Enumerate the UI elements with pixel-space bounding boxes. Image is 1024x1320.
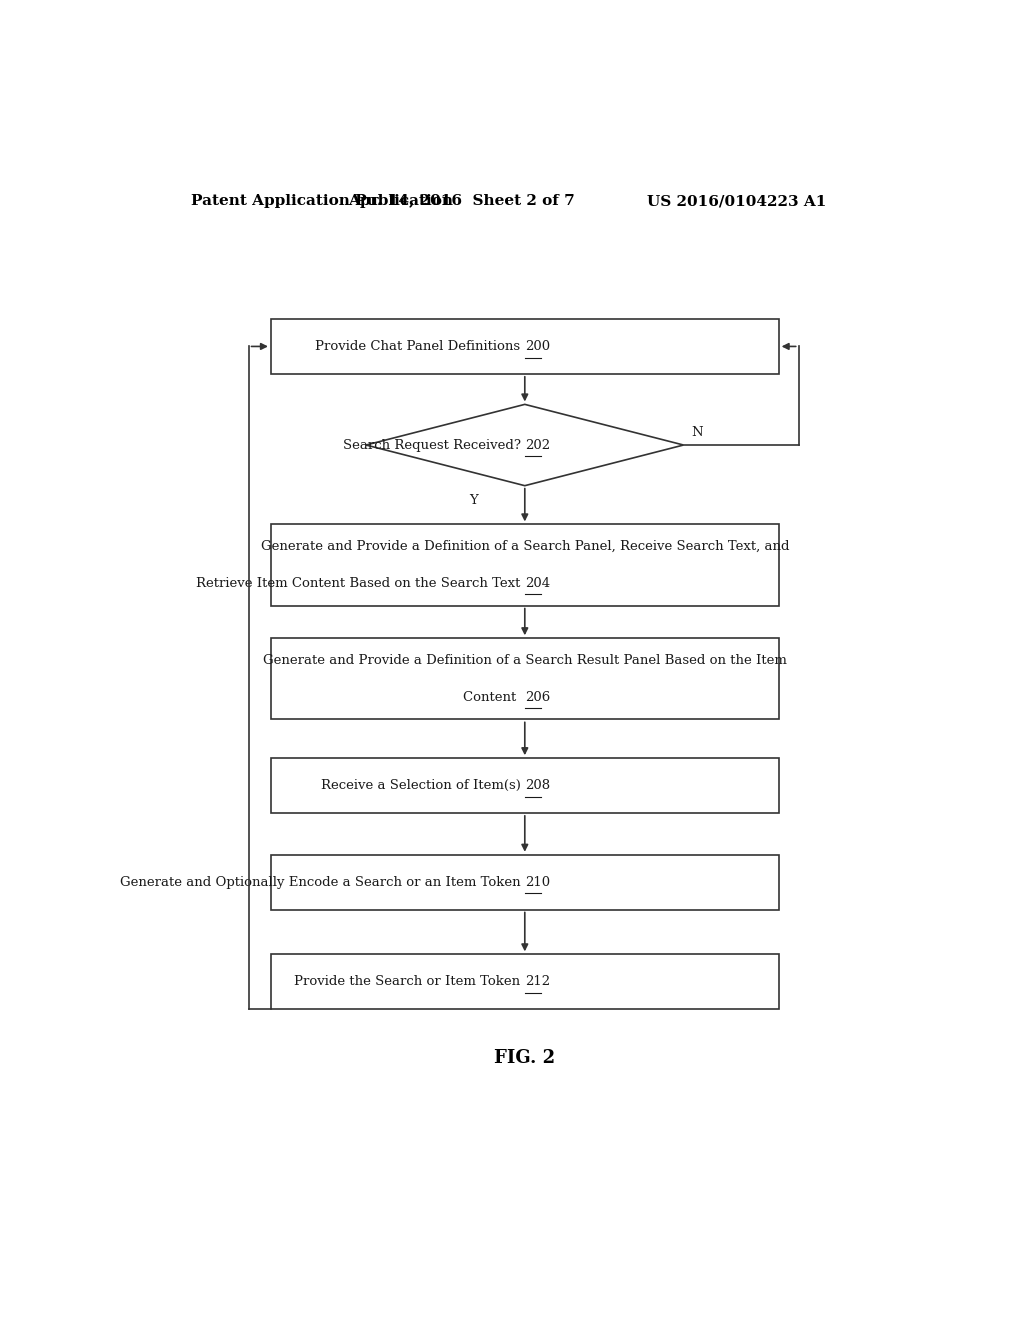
- Text: 200: 200: [524, 341, 550, 352]
- Text: US 2016/0104223 A1: US 2016/0104223 A1: [647, 194, 826, 209]
- Bar: [270, 638, 779, 719]
- Bar: [270, 954, 779, 1008]
- Text: 208: 208: [524, 779, 550, 792]
- Text: Patent Application Publication: Patent Application Publication: [191, 194, 454, 209]
- Text: 204: 204: [524, 577, 550, 590]
- Text: Generate and Provide a Definition of a Search Panel, Receive Search Text, and: Generate and Provide a Definition of a S…: [260, 540, 790, 553]
- Text: Receive a Selection of Item(s): Receive a Selection of Item(s): [321, 779, 524, 792]
- Text: 202: 202: [524, 438, 550, 451]
- Bar: [270, 524, 779, 606]
- Text: Search Request Received?: Search Request Received?: [343, 438, 524, 451]
- Text: 212: 212: [524, 975, 550, 989]
- Polygon shape: [367, 404, 684, 486]
- Text: Generate and Provide a Definition of a Search Result Panel Based on the Item: Generate and Provide a Definition of a S…: [263, 653, 786, 667]
- Text: Y: Y: [469, 494, 477, 507]
- Text: Provide Chat Panel Definitions: Provide Chat Panel Definitions: [315, 341, 524, 352]
- Text: Provide the Search or Item Token: Provide the Search or Item Token: [295, 975, 524, 989]
- Text: 210: 210: [524, 875, 550, 888]
- Text: Retrieve Item Content Based on the Search Text: Retrieve Item Content Based on the Searc…: [197, 577, 524, 590]
- Bar: [270, 758, 779, 813]
- Bar: [270, 854, 779, 909]
- Text: Apr. 14, 2016  Sheet 2 of 7: Apr. 14, 2016 Sheet 2 of 7: [348, 194, 574, 209]
- Text: N: N: [691, 426, 703, 440]
- Text: Content: Content: [463, 690, 524, 704]
- Text: Generate and Optionally Encode a Search or an Item Token: Generate and Optionally Encode a Search …: [120, 875, 524, 888]
- Text: FIG. 2: FIG. 2: [495, 1049, 555, 1067]
- Text: 206: 206: [524, 690, 550, 704]
- Bar: [270, 319, 779, 374]
